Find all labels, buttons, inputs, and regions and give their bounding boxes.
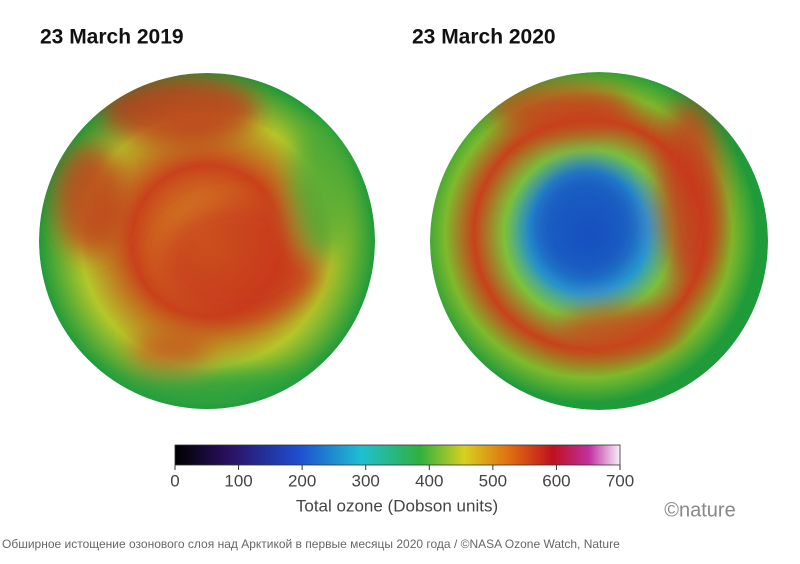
panel-title: 23 March 2019 bbox=[40, 26, 184, 49]
colorbar-tick-label: 700 bbox=[606, 471, 634, 490]
globe-2020 bbox=[430, 72, 768, 410]
colorbar-tick-label: 200 bbox=[288, 471, 316, 490]
logo: ©nature bbox=[664, 499, 735, 521]
globe-2019 bbox=[39, 73, 375, 409]
caption: Обширное истощение озонового слоя над Ар… bbox=[2, 537, 620, 551]
colorbar-tick-label: 100 bbox=[224, 471, 252, 490]
colorbar-tick-label: 400 bbox=[415, 471, 443, 490]
panel-title: 23 March 2020 bbox=[412, 26, 556, 49]
colorbar-tick-label: 300 bbox=[352, 471, 380, 490]
colorbar-tick-label: 500 bbox=[479, 471, 507, 490]
colorbar-tick-label: 600 bbox=[542, 471, 570, 490]
colorbar-label: Total ozone (Dobson units) bbox=[296, 496, 498, 515]
colorbar-tick-label: 0 bbox=[170, 471, 179, 490]
colorbar bbox=[174, 444, 621, 466]
